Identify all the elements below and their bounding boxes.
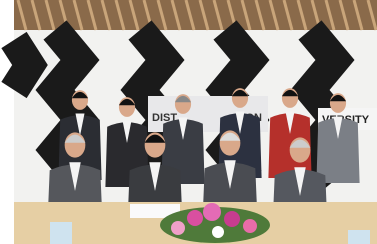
bottles [50, 222, 72, 244]
zigzag [14, 40, 30, 90]
flower [212, 226, 224, 238]
flower [187, 210, 203, 226]
flower [243, 219, 257, 233]
flower [203, 203, 221, 221]
bottles [348, 230, 370, 244]
flower [224, 211, 240, 227]
photo: DIST ION VERSITY [0, 0, 377, 244]
page: {"sign": {"left": "DIST", "right": "ION"… [0, 0, 377, 244]
flower [171, 221, 185, 235]
